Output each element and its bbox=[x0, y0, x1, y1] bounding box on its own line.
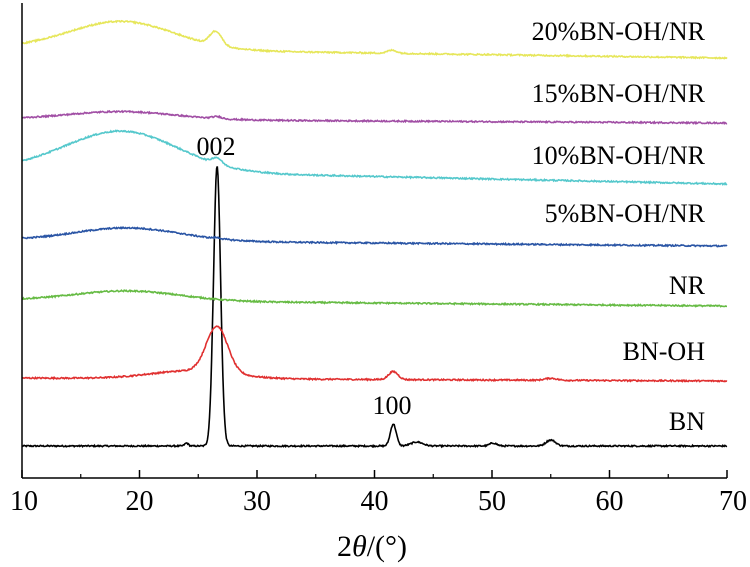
x-tick-label-50: 50 bbox=[478, 486, 506, 517]
series-line-bn-oh bbox=[21, 325, 728, 383]
series-label-5pctbn-oh-nr: 5%BN-OH/NR bbox=[545, 199, 706, 228]
x-tick-label-30: 30 bbox=[243, 486, 271, 517]
series-label-15pctbn-oh-nr: 15%BN-OH/NR bbox=[532, 79, 706, 108]
x-ticks: 10 20 30 40 50 60 70 bbox=[10, 470, 747, 517]
series-line-5pctbn-oh-nr bbox=[21, 225, 728, 248]
series-line-15pctbn-oh-nr bbox=[21, 109, 728, 126]
series-labels: BN BN-OH NR 5%BN-OH/NR 10%BN-OH/NR 15%BN-OH/N… bbox=[532, 17, 706, 436]
series-line-bn bbox=[21, 166, 728, 449]
series-label-bn: BN bbox=[669, 407, 705, 436]
x-tick-label-70: 70 bbox=[719, 486, 747, 517]
series-line-20pctbn-oh-nr bbox=[21, 19, 728, 60]
peak-label-002: 002 bbox=[197, 132, 236, 161]
series-line-10pctbn-oh-nr bbox=[21, 129, 728, 186]
x-tick-label-40: 40 bbox=[361, 486, 389, 517]
peak-annotations: 002 100 bbox=[197, 132, 412, 420]
series-label-10pctbn-oh-nr: 10%BN-OH/NR bbox=[532, 141, 706, 170]
peak-label-100: 100 bbox=[373, 391, 412, 420]
series-line-nr bbox=[21, 289, 727, 308]
x-axis-title: 2θ/(°) bbox=[337, 530, 407, 563]
series-label-bn-oh: BN-OH bbox=[623, 337, 706, 366]
series-label-20pctbn-oh-nr: 20%BN-OH/NR bbox=[532, 17, 706, 46]
x-tick-label-10: 10 bbox=[10, 486, 38, 517]
x-tick-label-60: 60 bbox=[596, 486, 624, 517]
series-label-nr: NR bbox=[669, 271, 706, 300]
series-lines bbox=[21, 19, 728, 449]
x-tick-label-20: 20 bbox=[126, 486, 154, 517]
